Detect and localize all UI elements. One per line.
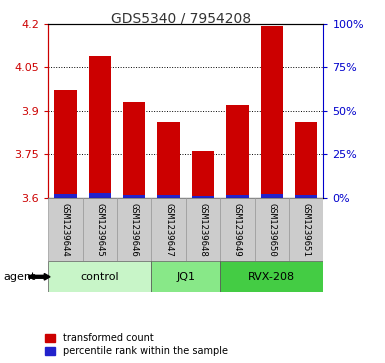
Bar (261, 194, 283, 198)
Text: JQ1: JQ1 (176, 272, 195, 282)
Bar (186, 198, 220, 261)
Text: control: control (80, 272, 119, 282)
Text: GSM1239651: GSM1239651 (302, 203, 311, 257)
Bar (254, 198, 289, 261)
Bar (48, 198, 82, 261)
Text: GSM1239644: GSM1239644 (61, 203, 70, 257)
Bar (220, 198, 254, 261)
Text: GSM1239650: GSM1239650 (267, 203, 276, 257)
Text: GSM1239647: GSM1239647 (164, 203, 173, 257)
Text: GDS5340 / 7954208: GDS5340 / 7954208 (111, 12, 251, 26)
Bar (192, 196, 214, 198)
Bar (151, 198, 186, 261)
Bar (54, 90, 77, 198)
Bar (89, 193, 111, 198)
Text: GSM1239646: GSM1239646 (130, 203, 139, 257)
Bar (295, 122, 317, 198)
Text: agent: agent (4, 272, 36, 282)
Bar (117, 198, 151, 261)
Bar (192, 151, 214, 198)
Bar (151, 261, 220, 292)
Bar (157, 122, 180, 198)
Bar (295, 195, 317, 198)
Text: GSM1239645: GSM1239645 (95, 203, 104, 257)
Legend: transformed count, percentile rank within the sample: transformed count, percentile rank withi… (44, 331, 230, 358)
Bar (123, 195, 145, 198)
Text: GSM1239649: GSM1239649 (233, 203, 242, 257)
Bar (220, 261, 323, 292)
Bar (123, 102, 145, 198)
Bar (261, 26, 283, 198)
Bar (89, 56, 111, 198)
Bar (82, 198, 117, 261)
Bar (48, 261, 151, 292)
Bar (226, 195, 249, 198)
Text: RVX-208: RVX-208 (248, 272, 295, 282)
Text: GSM1239648: GSM1239648 (198, 203, 208, 257)
Bar (157, 195, 180, 198)
Bar (54, 194, 77, 198)
Bar (289, 198, 323, 261)
Bar (226, 105, 249, 198)
